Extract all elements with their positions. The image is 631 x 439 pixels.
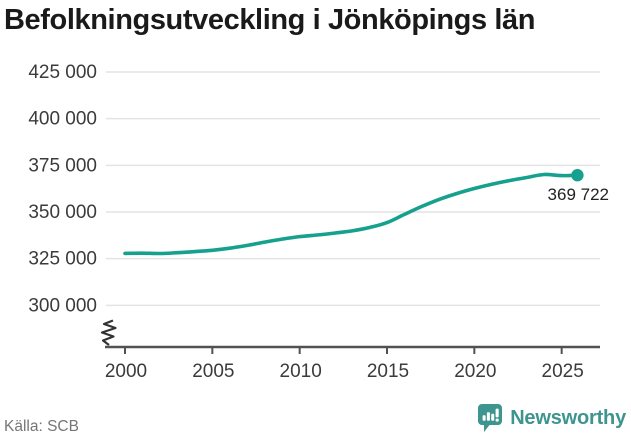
newsworthy-logo-text: Newsworthy [510,406,626,429]
newsworthy-bar-chart-bubble-icon [478,404,503,432]
y-tick-label: 350 000 [28,202,97,223]
x-tick-label: 2005 [192,361,234,382]
x-tick-label: 2010 [280,361,322,382]
population-line [123,172,580,256]
y-tick-label: 325 000 [28,249,97,270]
axis-break-icon [100,319,117,346]
x-tick-label: 2020 [454,361,496,382]
y-tick-label: 400 000 [28,109,97,130]
newsworthy-logo[interactable]: Newsworthy [477,403,626,433]
y-tick-label: 300 000 [28,295,97,316]
source-label: Källa: SCB [4,418,79,435]
x-tick-label: 2015 [367,361,409,382]
series-end-dot [571,169,584,182]
x-tick-label: 2025 [542,361,584,382]
y-tick-label: 425 000 [28,62,97,83]
end-value-label: 369 722 [548,185,609,204]
population-line-chart: 300 000 325 000 350 000 375 000 400 000 425 0… [28,62,609,382]
x-tick-label: 2000 [105,361,147,382]
y-tick-label: 375 000 [28,155,97,176]
chart-title: Befolkningsutveckling i Jönköpings län [4,4,536,36]
